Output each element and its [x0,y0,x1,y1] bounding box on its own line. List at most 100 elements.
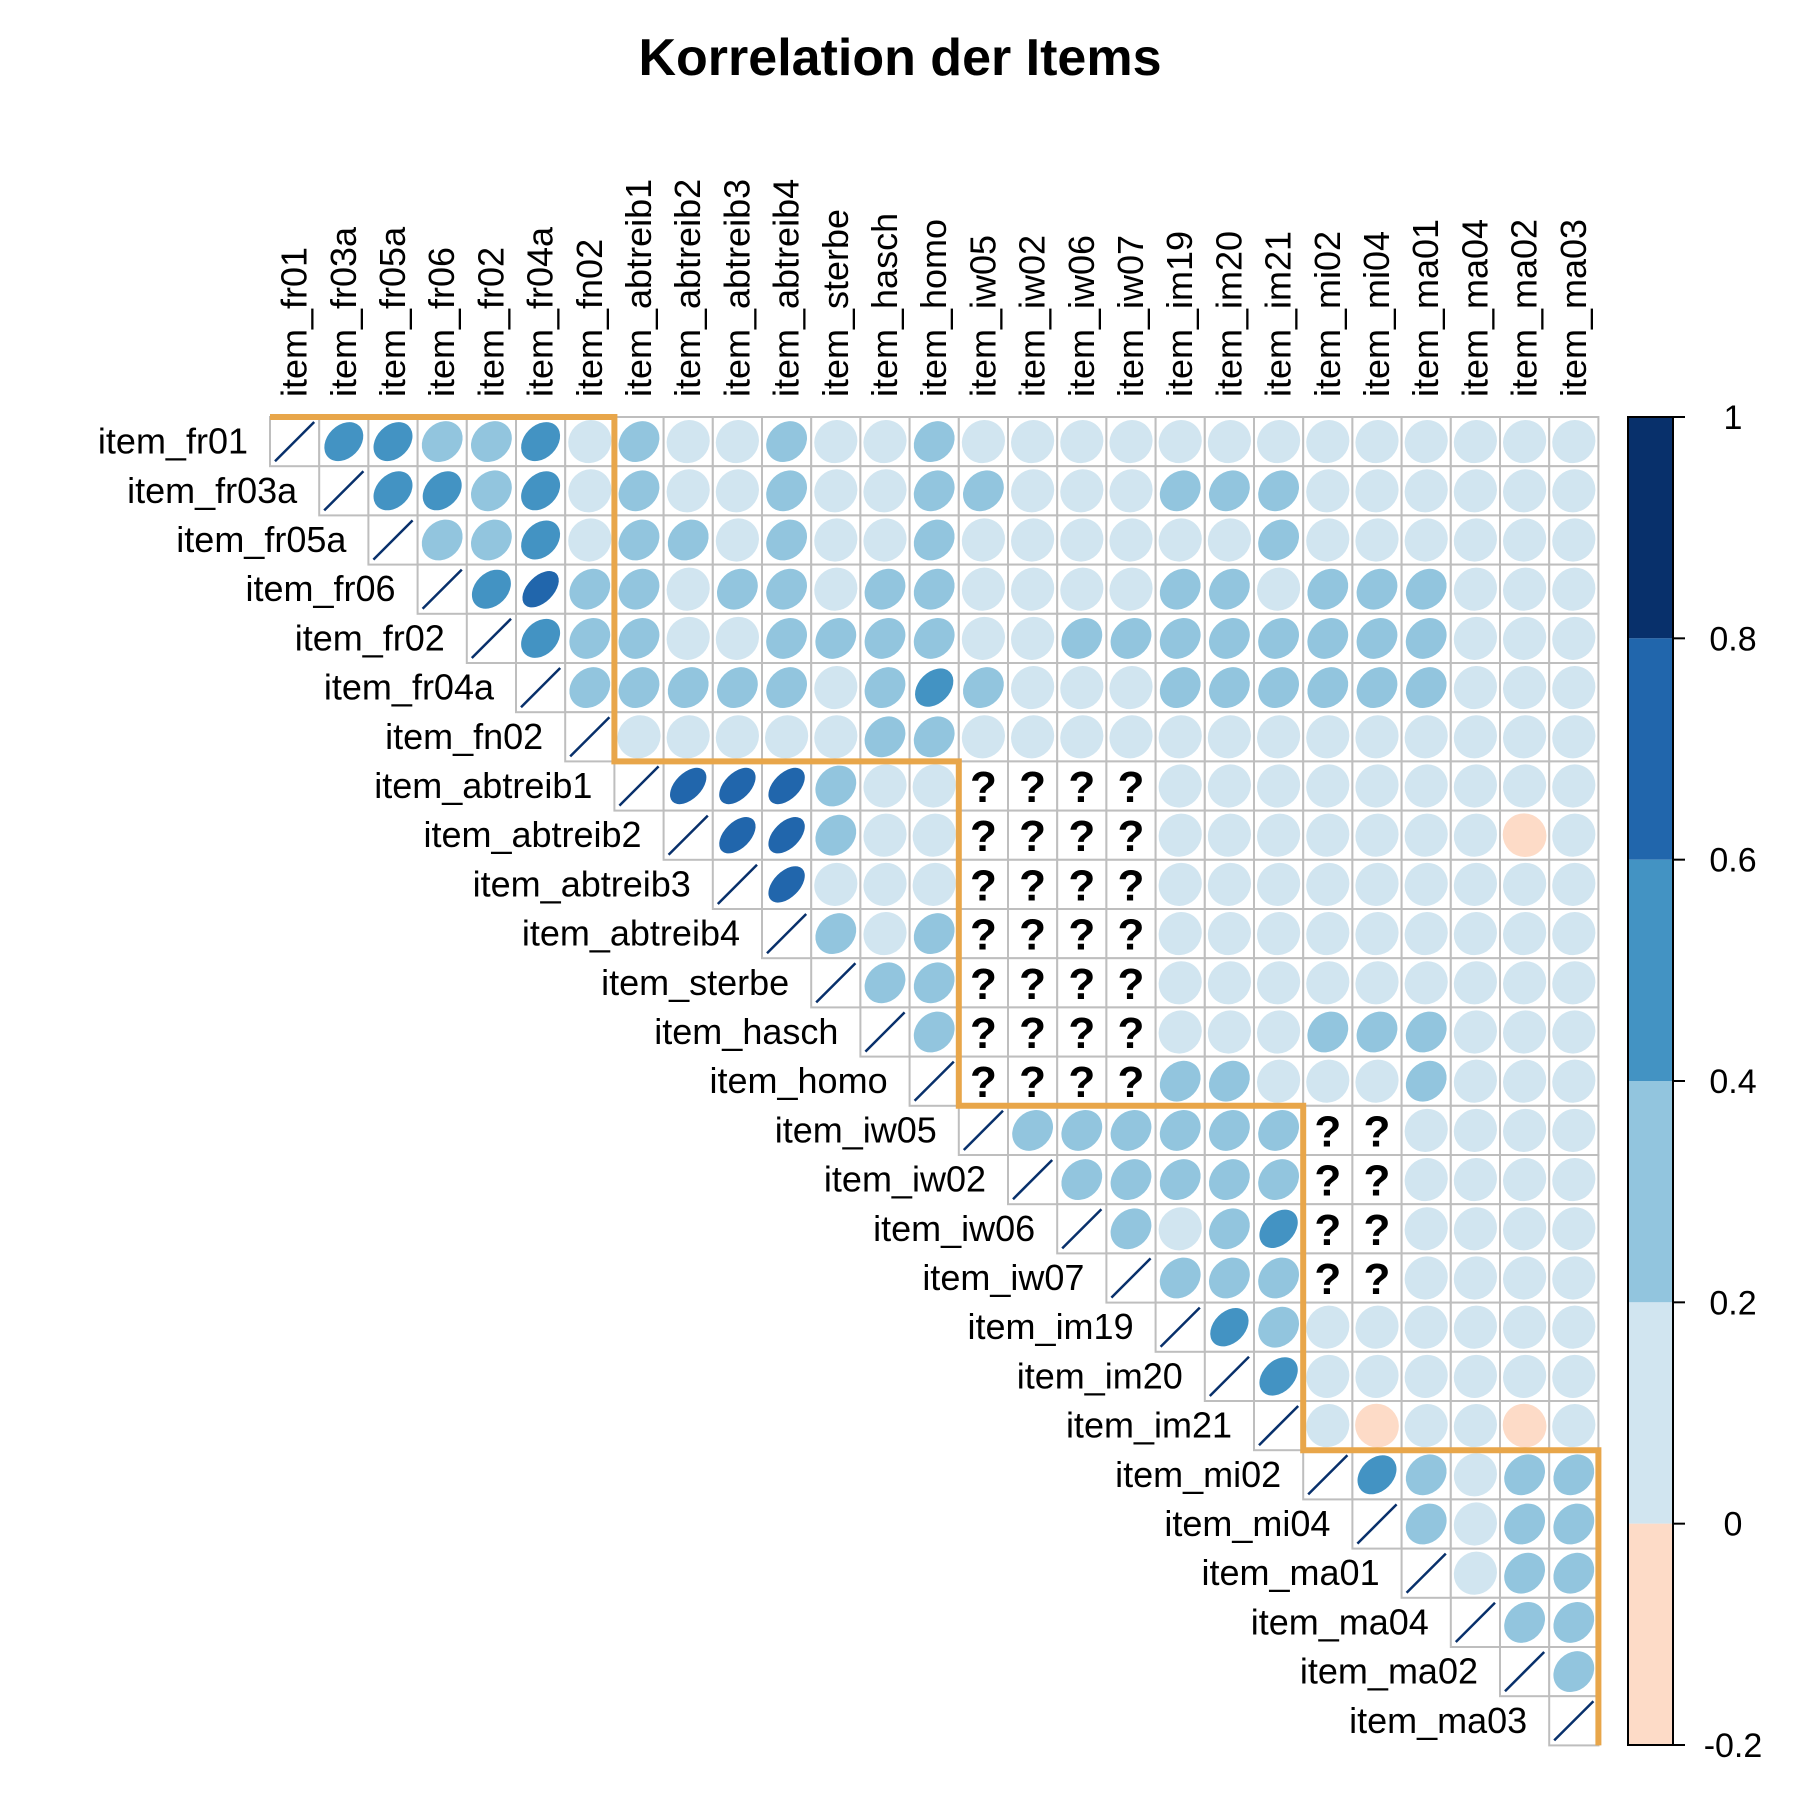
diagonal-mark [1012,1159,1054,1201]
correlation-ellipse [1405,1503,1447,1545]
correlation-ellipse [1552,567,1596,611]
correlation-ellipse [961,420,1005,464]
correlation-ellipse [913,962,955,1004]
column-label: item_ma02 [1504,219,1545,397]
colorbar-tick-label: 0.8 [1709,620,1756,658]
correlation-ellipse [1306,1404,1350,1448]
correlation-ellipse [1405,667,1447,709]
correlation-ellipse [1110,617,1152,659]
correlation-ellipse [912,764,956,808]
correlation-ellipse [814,715,858,759]
correlation-ellipse [1306,813,1350,857]
correlation-ellipse [1552,469,1596,513]
correlation-ellipse [1060,715,1104,759]
row-label: item_abtreib4 [522,913,740,954]
row-label: item_hasch [654,1011,838,1052]
row-label: item_ma04 [1251,1601,1429,1642]
column-label: item_mi02 [1307,231,1348,397]
correlation-ellipse [814,567,858,611]
row-label: item_fr03a [127,470,298,511]
colorbar-tick-label: 0.6 [1709,842,1756,880]
correlation-ellipse [766,617,808,659]
correlation-ellipse [1208,568,1250,610]
correlation-ellipse [1553,1651,1595,1693]
correlation-ellipse [666,616,710,660]
correlation-ellipse [1355,1059,1399,1103]
missing-mark: ? [1019,763,1046,812]
diagonal-mark [520,667,562,709]
diagonal-mark [1258,1405,1300,1447]
row-label: item_fr06 [246,568,396,609]
correlation-ellipse [1207,518,1251,562]
correlation-ellipse [864,962,906,1004]
correlation-ellipse [1258,1306,1300,1348]
correlation-ellipse [1110,1109,1152,1151]
matrix-cell [1105,1006,1157,1058]
colorbar-band [1628,417,1673,639]
row-label: item_im20 [1017,1355,1183,1396]
diagonal-mark [1061,1208,1103,1250]
correlation-ellipse [1060,469,1104,513]
correlation-ellipse [1355,813,1399,857]
correlation-ellipse [1306,518,1350,562]
correlation-ellipse [1453,1453,1497,1497]
correlation-ellipse [667,667,709,709]
row-label: item_abtreib1 [374,765,592,806]
correlation-ellipse [716,568,758,610]
column-label: item_fr05a [372,226,413,397]
colorbar-band [1628,859,1673,1081]
correlation-ellipse [1257,862,1301,906]
correlation-ellipse [962,667,1004,709]
correlation-ellipse [1404,1207,1448,1251]
correlation-ellipse [1011,420,1055,464]
row-label: item_fr02 [295,617,445,658]
correlation-ellipse [1257,1010,1301,1054]
correlation-ellipse [765,715,809,759]
matrix-cell [957,1055,1009,1107]
correlation-ellipse [422,471,462,511]
correlation-ellipse [1207,764,1251,808]
column-label: item_im19 [1159,231,1200,397]
row-labels: item_fr01 item_fr03a item_fr05a item_fr06it… [98,421,1527,1741]
correlation-ellipse [324,422,364,462]
correlation-ellipse [715,469,759,513]
correlation-ellipse [1258,1159,1300,1201]
correlation-ellipse [1453,616,1497,660]
correlation-ellipse [1355,420,1399,464]
correlation-ellipse [1306,1354,1350,1398]
row-label: item_fr04a [324,667,495,708]
correlation-ellipse [1208,1159,1250,1201]
correlation-ellipse [1405,568,1447,610]
correlation-ellipse [569,568,611,610]
correlation-ellipse [1453,862,1497,906]
missing-mark: ? [970,812,997,861]
correlation-ellipse [863,469,907,513]
correlation-ellipse [1552,616,1596,660]
correlation-ellipse [1453,813,1497,857]
missing-mark: ? [1068,960,1095,1009]
colorbar-tick-label: 0.4 [1709,1063,1756,1101]
column-label: item_im21 [1258,231,1299,397]
correlation-ellipse [814,862,858,906]
missing-mark: ? [1118,861,1145,910]
correlation-ellipse [1552,666,1596,710]
correlation-ellipse [1404,1256,1448,1300]
correlation-ellipse [1307,568,1349,610]
correlation-ellipse [568,469,612,513]
correlation-ellipse [1258,617,1300,659]
correlation-ellipse [1207,912,1251,956]
matrix-cell [1105,858,1157,910]
correlation-ellipse [1307,617,1349,659]
row-label: item_mi04 [1164,1503,1330,1544]
correlation-ellipse [1503,1354,1547,1398]
diagonal-mark [274,421,316,463]
correlation-ellipse [1159,1159,1201,1201]
correlation-ellipse [1306,862,1350,906]
missing-mark: ? [1019,1058,1046,1107]
correlation-ellipse [1503,1158,1547,1202]
correlation-ellipse [1503,1010,1547,1054]
correlation-ellipse [1208,617,1250,659]
column-label: item_fr03a [323,226,364,397]
missing-mark: ? [1314,1206,1341,1255]
correlation-ellipse [470,470,512,512]
